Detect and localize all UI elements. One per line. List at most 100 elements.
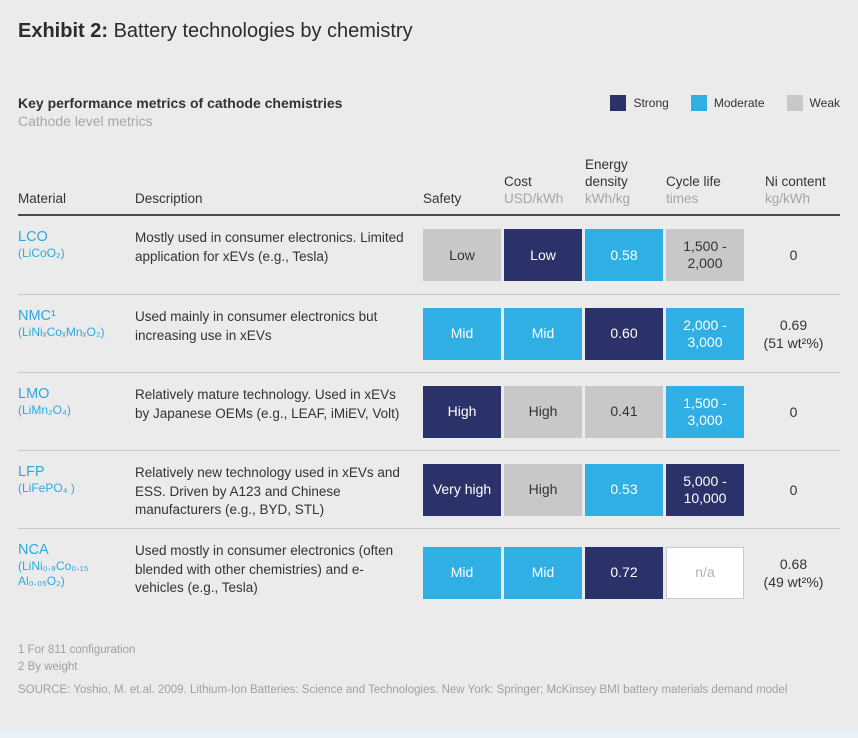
material-name: NMC¹ bbox=[18, 308, 56, 324]
col-header-cost: Cost USD/kWh bbox=[504, 173, 585, 207]
cost-cell: Mid bbox=[504, 546, 585, 599]
material-name: LMO bbox=[18, 386, 50, 402]
section-header-row: Key performance metrics of cathode chemi… bbox=[18, 94, 840, 130]
col-header-label: Cost bbox=[504, 174, 532, 189]
col-header-label: Energy density bbox=[585, 157, 628, 189]
legend-swatch-moderate bbox=[690, 95, 707, 111]
energy-density-cell: 0.41 bbox=[585, 385, 666, 438]
material-cell: NMC¹ (LiNiₓCoₓMnₓO₂) bbox=[18, 295, 135, 340]
rating-box: 0.41 bbox=[585, 385, 663, 438]
metrics-table: LCO (LiCoO₂) Mostly used in consumer elect… bbox=[18, 216, 840, 616]
rating-box: High bbox=[504, 463, 582, 516]
row-description: Mostly used in consumer electronics. Lim… bbox=[135, 230, 404, 264]
ni-content-value: 0.69 (51 wt²%) bbox=[763, 316, 824, 351]
material-cell: LFP (LiFePO₄ ) bbox=[18, 451, 135, 496]
material-cell: LCO (LiCoO₂) bbox=[18, 216, 135, 261]
row-description: Relatively mature technology. Used in xE… bbox=[135, 387, 400, 421]
cycle-life-cell: 1,500 - 3,000 bbox=[666, 385, 747, 438]
cost-cell: Mid bbox=[504, 307, 585, 360]
col-header-safety: Safety bbox=[423, 190, 504, 207]
legend-item: Weak bbox=[786, 95, 840, 111]
exhibit-title: Exhibit 2: Battery technologies by chemi… bbox=[18, 18, 840, 44]
rating-box: High bbox=[423, 385, 501, 438]
ni-content-value: 0 bbox=[789, 403, 798, 420]
rating-box: Low bbox=[504, 229, 582, 281]
col-header-label: Ni content bbox=[765, 174, 826, 189]
col-header-label: Material bbox=[18, 191, 67, 206]
cycle-life-cell: 5,000 - 10,000 bbox=[666, 463, 747, 516]
col-header-ni-content: Ni content kg/kWh bbox=[747, 173, 840, 207]
legend-item: Strong bbox=[610, 95, 669, 111]
rating-box: Very high bbox=[423, 463, 501, 516]
rating-box: Mid bbox=[504, 546, 582, 599]
legend-label: Moderate bbox=[713, 96, 765, 110]
legend-swatch-strong bbox=[610, 95, 627, 111]
energy-density-cell: 0.60 bbox=[585, 307, 666, 360]
rating-box: Mid bbox=[423, 546, 501, 599]
material-cell: LMO (LiMn₂O₄) bbox=[18, 373, 135, 418]
material-cell: NCA (LiNi₀.₈Co₀.₁₅ Al₀.₀₅O₂) bbox=[18, 529, 135, 589]
col-header-energy-density: Energy density kWh/kg bbox=[585, 156, 666, 207]
col-header-label: Safety bbox=[423, 191, 462, 206]
material-formula: (LiNi₀.₈Co₀.₁₅ Al₀.₀₅O₂) bbox=[18, 559, 89, 588]
exhibit-number: Exhibit 2: bbox=[18, 20, 109, 42]
safety-cell: Mid bbox=[423, 546, 504, 599]
rating-box: 0.58 bbox=[585, 229, 663, 281]
rating-box: Mid bbox=[423, 307, 501, 360]
table-row: NCA (LiNi₀.₈Co₀.₁₅ Al₀.₀₅O₂) Used mostly i… bbox=[18, 528, 840, 616]
col-header-unit: USD/kWh bbox=[504, 191, 564, 206]
legend-label: Weak bbox=[809, 96, 840, 110]
cost-cell: Low bbox=[504, 229, 585, 281]
rating-box: 0.72 bbox=[585, 546, 663, 599]
bottom-accent-bar bbox=[0, 730, 858, 738]
rating-box: 1,500 - 2,000 bbox=[666, 229, 744, 281]
cycle-life-cell: 2,000 - 3,000 bbox=[666, 307, 747, 360]
legend-label: Strong bbox=[633, 96, 669, 110]
table-header: Material Description Safety Cost USD/kWh Ener… bbox=[18, 156, 840, 216]
rating-box: 0.60 bbox=[585, 307, 663, 360]
col-header-cycle-life: Cycle life times bbox=[666, 173, 747, 207]
exhibit-title-text: Battery technologies by chemistry bbox=[108, 20, 413, 42]
cycle-life-cell: n/a bbox=[666, 546, 747, 599]
row-description: Used mostly in consumer electronics (oft… bbox=[135, 543, 394, 595]
legend: Strong Moderate Weak bbox=[610, 95, 840, 111]
table-row: LFP (LiFePO₄ ) Relatively new technology u… bbox=[18, 450, 840, 528]
safety-cell: Very high bbox=[423, 463, 504, 516]
material-name: LFP bbox=[18, 464, 45, 480]
cost-cell: High bbox=[504, 385, 585, 438]
material-formula: (LiFePO₄ ) bbox=[18, 481, 75, 495]
rating-box: 5,000 - 10,000 bbox=[666, 463, 744, 516]
rating-box: 2,000 - 3,000 bbox=[666, 307, 744, 360]
col-header-unit: times bbox=[666, 191, 699, 206]
ni-content-value: 0 bbox=[789, 481, 798, 498]
safety-cell: Mid bbox=[423, 307, 504, 360]
energy-density-cell: 0.72 bbox=[585, 546, 666, 599]
safety-cell: High bbox=[423, 385, 504, 438]
section-subheading: Cathode level metrics bbox=[18, 113, 153, 129]
table-row: LCO (LiCoO₂) Mostly used in consumer elect… bbox=[18, 216, 840, 294]
section-heading-block: Key performance metrics of cathode chemi… bbox=[18, 94, 342, 130]
rating-box: High bbox=[504, 385, 582, 438]
ni-content-value: 0.68 (49 wt²%) bbox=[763, 555, 824, 590]
section-heading: Key performance metrics of cathode chemi… bbox=[18, 95, 343, 111]
footnote: 2 By weight bbox=[18, 661, 78, 673]
rating-box: Mid bbox=[504, 307, 582, 360]
footnotes: 1 For 811 configuration 2 By weight bbox=[18, 642, 840, 676]
ni-content-value: 0 bbox=[789, 247, 798, 263]
col-header-material: Material bbox=[18, 190, 135, 207]
col-header-label: Description bbox=[135, 191, 203, 206]
source-line: SOURCE: Yoshio, M. et.al. 2009. Lithium-… bbox=[18, 684, 788, 696]
row-description: Relatively new technology used in xEVs a… bbox=[135, 465, 400, 517]
col-header-label: Cycle life bbox=[666, 174, 721, 189]
material-formula: (LiCoO₂) bbox=[18, 246, 65, 260]
safety-cell: Low bbox=[423, 229, 504, 281]
col-header-description: Description bbox=[135, 190, 423, 207]
col-header-unit: kWh/kg bbox=[585, 191, 631, 206]
rating-box: Low bbox=[423, 229, 501, 281]
exhibit-page: Exhibit 2: Battery technologies by chemi… bbox=[0, 18, 858, 698]
material-formula: (LiNiₓCoₓMnₓO₂) bbox=[18, 325, 105, 339]
material-formula: (LiMn₂O₄) bbox=[18, 403, 71, 417]
rating-box: 0.53 bbox=[585, 463, 663, 516]
energy-density-cell: 0.53 bbox=[585, 463, 666, 516]
material-name: NCA bbox=[18, 542, 49, 558]
